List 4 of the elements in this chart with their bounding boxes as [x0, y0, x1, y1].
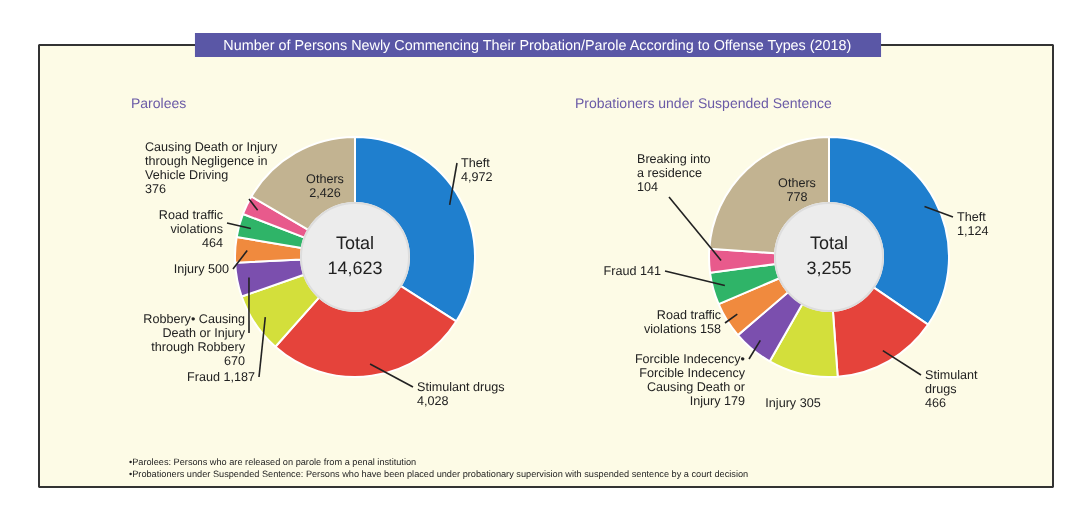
- text: Total: [335, 233, 375, 253]
- text: 3,255: [806, 258, 852, 278]
- text: Total: [809, 233, 849, 253]
- text: 14,623: [327, 258, 383, 278]
